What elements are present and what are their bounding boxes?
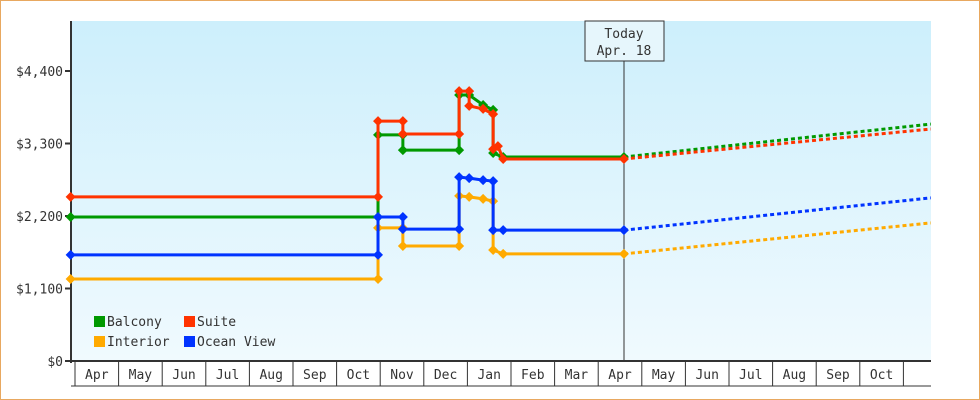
legend-label: Balcony <box>107 315 162 330</box>
today-label: Today <box>604 27 643 42</box>
data-point <box>454 224 465 235</box>
data-point <box>488 109 499 120</box>
data-point <box>464 173 475 184</box>
data-point <box>454 172 465 183</box>
month-label: Jun <box>695 368 718 383</box>
month-label: Oct <box>870 368 893 383</box>
data-point <box>65 191 76 202</box>
data-point <box>498 225 509 236</box>
today-marker: Today Apr. 18 <box>584 20 665 361</box>
data-point <box>464 191 475 202</box>
month-label: Mar <box>565 368 589 383</box>
data-point <box>397 224 408 235</box>
data-point <box>454 145 465 156</box>
month-label: Dec <box>434 368 457 383</box>
x-axis: Apr May Jun Jul Aug Sep Oct Nov Dec Jan Feb Mar Apr M… <box>71 360 931 387</box>
data-point <box>65 211 76 222</box>
data-point <box>397 128 408 139</box>
data-point <box>488 244 499 255</box>
data-point <box>454 128 465 139</box>
month-label: Jul <box>739 368 762 383</box>
month-label: Nov <box>390 368 414 383</box>
legend-swatch <box>184 316 195 327</box>
y-tick-label: $4,400 <box>16 65 63 80</box>
month-label: Apr <box>85 368 109 383</box>
data-point <box>454 86 465 97</box>
legend-label: Interior <box>107 335 170 350</box>
data-point <box>454 240 465 251</box>
y-axis: $0 $1,100 $2,200 $3,300 $4,400 <box>16 21 72 370</box>
y-tick-label: $3,300 <box>16 138 63 153</box>
month-label: Apr <box>608 368 632 383</box>
data-point <box>498 153 509 164</box>
data-point <box>498 248 509 259</box>
data-point <box>488 176 499 187</box>
legend-label: Ocean View <box>197 335 275 350</box>
today-box <box>584 20 665 62</box>
data-point <box>618 225 629 236</box>
y-tick-label: $1,100 <box>16 283 63 298</box>
data-point <box>397 145 408 156</box>
legend-swatch <box>94 336 105 347</box>
series-group <box>65 86 932 284</box>
y-tick-label: $0 <box>47 355 63 370</box>
month-label: Jul <box>216 368 239 383</box>
data-point <box>65 273 76 284</box>
data-point <box>373 116 384 127</box>
legend: Balcony Suite Interior Ocean View <box>94 315 275 350</box>
projection-line <box>623 127 932 161</box>
data-point <box>464 100 475 111</box>
month-label: May <box>129 368 153 383</box>
data-point <box>65 249 76 260</box>
month-label: Sep <box>303 368 327 383</box>
data-point <box>478 193 489 204</box>
data-point <box>397 211 408 222</box>
month-label: Jun <box>172 368 195 383</box>
data-point <box>478 175 489 186</box>
y-tick-label: $2,200 <box>16 210 63 225</box>
legend-label: Suite <box>197 315 236 330</box>
series-ocean-view <box>65 172 932 260</box>
data-point <box>618 153 629 164</box>
month-label: Sep <box>826 368 850 383</box>
legend-swatch <box>94 316 105 327</box>
projection-line <box>623 122 932 159</box>
data-point <box>373 211 384 222</box>
projection-line <box>623 221 932 256</box>
series-suite <box>65 86 932 202</box>
projection-line <box>623 196 932 232</box>
today-date: Apr. 18 <box>597 44 652 59</box>
month-label: Oct <box>347 368 370 383</box>
data-point <box>397 116 408 127</box>
month-label: Feb <box>521 368 545 383</box>
data-point <box>618 248 629 259</box>
data-point <box>373 273 384 284</box>
legend-swatch <box>184 336 195 347</box>
data-point <box>492 141 503 152</box>
data-point <box>373 191 384 202</box>
plot-area <box>71 21 931 361</box>
data-point <box>488 225 499 236</box>
month-label: Aug <box>259 368 282 383</box>
month-label: May <box>652 368 676 383</box>
data-point <box>397 240 408 251</box>
month-label: Jan <box>477 368 500 383</box>
month-label: Aug <box>783 368 806 383</box>
data-point <box>373 249 384 260</box>
data-point <box>464 86 475 97</box>
data-point <box>478 103 489 114</box>
